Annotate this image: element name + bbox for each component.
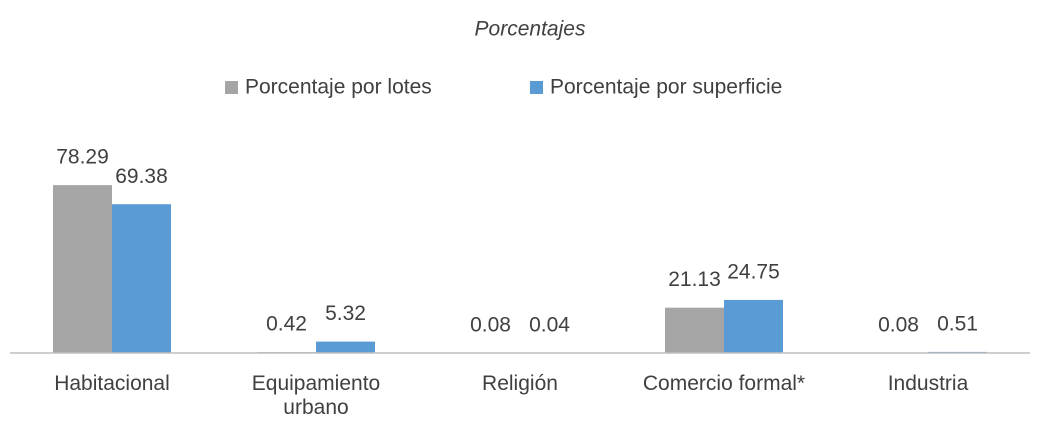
legend-label: Porcentaje por lotes bbox=[245, 76, 432, 99]
x-tick-label: Comercio formal* bbox=[642, 372, 806, 395]
legend-swatch bbox=[530, 81, 543, 94]
data-label: 0.42 bbox=[266, 313, 307, 336]
x-tick-label: Habitacional bbox=[54, 372, 170, 395]
data-label: 0.08 bbox=[878, 313, 919, 336]
bar bbox=[665, 307, 724, 353]
data-label: 0.08 bbox=[470, 313, 511, 336]
data-label: 21.13 bbox=[668, 268, 721, 291]
bar bbox=[112, 204, 171, 353]
data-label: 24.75 bbox=[727, 260, 780, 283]
chart-title: Porcentajes bbox=[475, 18, 586, 41]
bar bbox=[724, 299, 783, 353]
bar bbox=[316, 341, 375, 353]
legend-swatch bbox=[225, 81, 238, 94]
x-tick-label: Equipamiento urbano bbox=[251, 372, 381, 419]
data-label: 0.51 bbox=[937, 312, 978, 335]
bar bbox=[53, 185, 112, 353]
data-label: 69.38 bbox=[115, 165, 168, 188]
data-label: 0.04 bbox=[529, 313, 570, 336]
x-tick-label: Religión bbox=[482, 372, 558, 395]
data-label: 78.29 bbox=[56, 146, 109, 169]
legend-label: Porcentaje por superficie bbox=[550, 76, 782, 99]
x-tick-label: Industria bbox=[887, 372, 969, 395]
data-label: 5.32 bbox=[325, 302, 366, 325]
